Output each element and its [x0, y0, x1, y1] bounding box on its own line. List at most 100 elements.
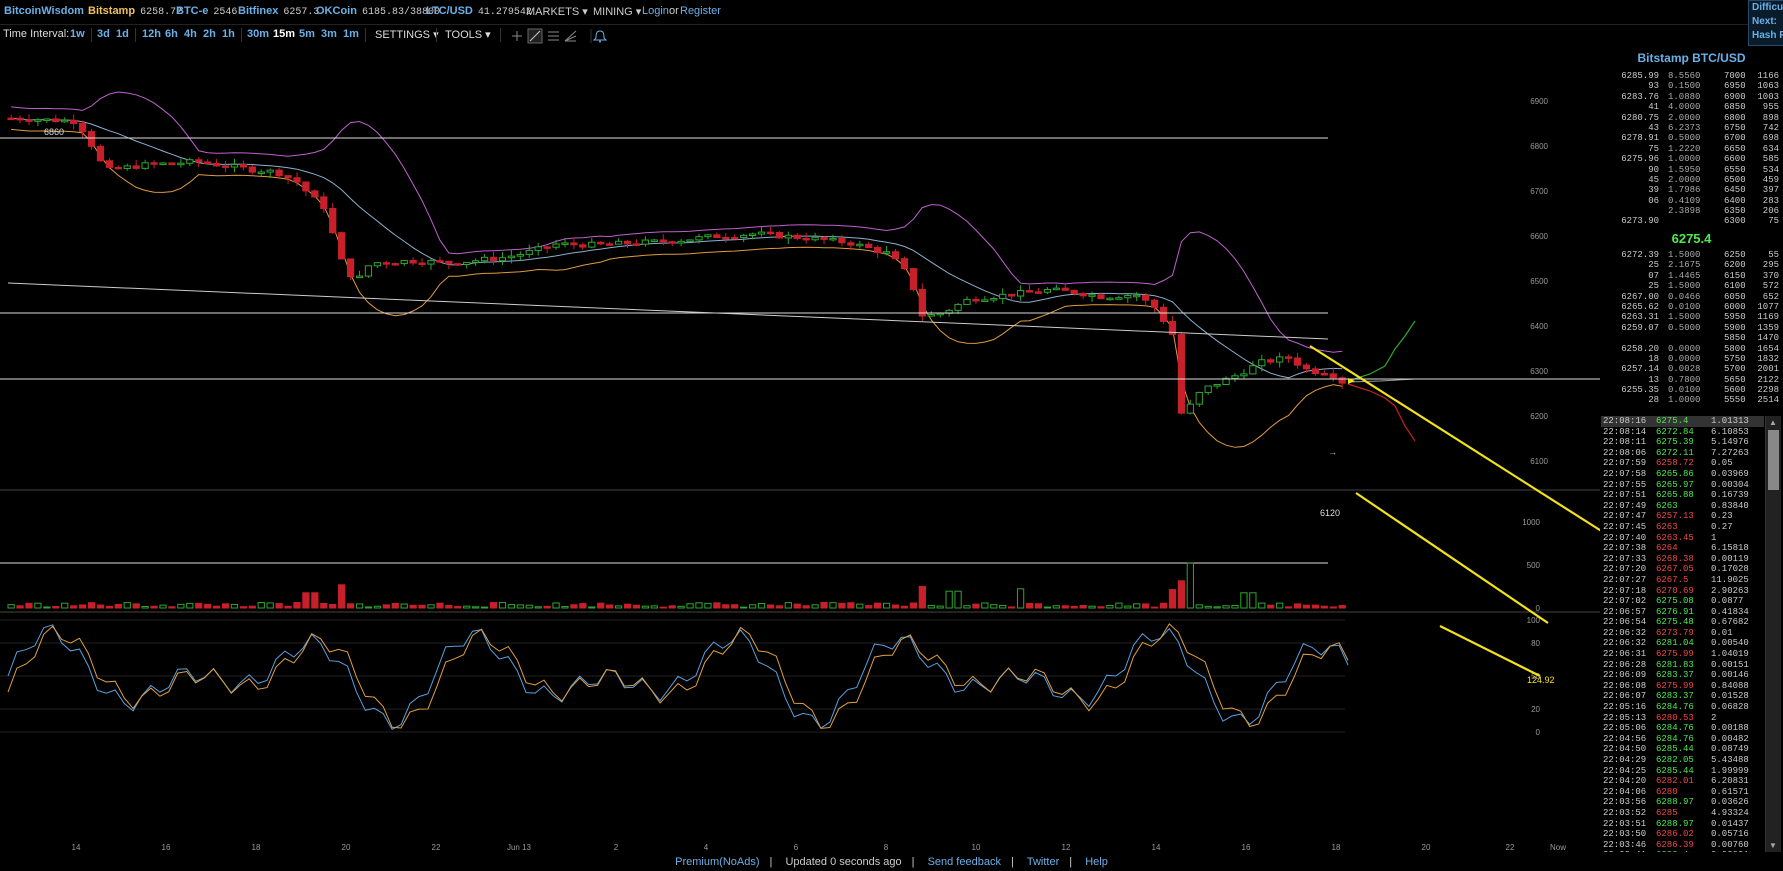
interval-1d[interactable]: 1d — [116, 28, 129, 40]
candle — [811, 232, 819, 242]
interval-3m[interactable]: 3m — [321, 28, 337, 40]
interval-5m[interactable]: 5m — [299, 28, 315, 40]
interval-2h[interactable]: 2h — [203, 28, 216, 40]
orderbook-title: Bitstamp BTC/USD — [1637, 51, 1746, 65]
settings-menu[interactable]: SETTINGS ▾ — [375, 28, 439, 41]
difficulty-box[interactable]: Difficu Next: Hash R — [1748, 0, 1783, 46]
interval-6h[interactable]: 6h — [165, 28, 178, 40]
trade-row[interactable]: 22:04:29 6282.05 5.43488 — [1601, 755, 1764, 766]
premium-link[interactable]: Premium(NoAds) — [675, 856, 760, 868]
mining-menu[interactable]: MINING ▾ — [593, 6, 642, 18]
trade-row[interactable]: 22:06:28 6281.83 0.00151 — [1601, 660, 1764, 671]
trades-list[interactable]: 22:08:16 6275.4 1.01313 22:08:14 6272.84 6.10… — [1601, 416, 1764, 852]
interval-12h[interactable]: 12h — [142, 28, 161, 40]
trade-time: 22:04:25 — [1603, 765, 1647, 776]
volume-bar — [1088, 605, 1096, 609]
trade-amount: 2.90263 — [1711, 585, 1749, 596]
fib-fan-icon[interactable] — [564, 30, 577, 42]
orderbook-cell: 43 — [1648, 122, 1659, 133]
trade-row[interactable]: 22:07:33 6268.38 0.00119 — [1601, 554, 1764, 565]
ticker-bitfinex[interactable]: Bitfinex 6257.3 — [238, 5, 320, 18]
trade-row[interactable]: 22:07:40 6263.45 1 — [1601, 533, 1764, 544]
trade-row[interactable]: 22:04:50 6285.44 0.08749 — [1601, 744, 1764, 755]
trade-time: 22:07:38 — [1603, 543, 1647, 554]
login-link[interactable]: Login — [642, 5, 669, 17]
interval-30m[interactable]: 30m — [247, 28, 270, 40]
bell-icon[interactable] — [592, 30, 608, 43]
candle-body — [900, 258, 909, 270]
trade-row[interactable]: 22:07:51 6265.88 0.16739 — [1601, 490, 1764, 501]
trade-row[interactable]: 22:07:59 6258.72 0.05 — [1601, 458, 1764, 469]
markets-menu[interactable]: MARKETS ▾ — [526, 6, 588, 18]
trade-row[interactable]: 22:08:06 6272.11 7.27263 — [1601, 448, 1764, 459]
trade-row[interactable]: 22:06:57 6276.91 0.41834 — [1601, 607, 1764, 618]
trade-row[interactable]: 22:06:32 6281.04 0.00540 — [1601, 638, 1764, 649]
tools-menu[interactable]: TOOLS ▾ — [445, 29, 491, 41]
trade-row[interactable]: 22:06:54 6275.48 0.67682 — [1601, 617, 1764, 628]
interval-1w[interactable]: 1w — [70, 28, 85, 40]
trade-row[interactable]: 22:07:38 6264 6.15818 — [1601, 543, 1764, 554]
twitter-link[interactable]: Twitter — [1026, 856, 1060, 868]
price-chart[interactable]: 6900680067006600650064006300620061001000… — [0, 46, 1600, 854]
trade-row[interactable]: 22:06:32 6273.79 0.01 — [1601, 628, 1764, 639]
candle — [784, 231, 792, 244]
interval-3d[interactable]: 3d — [97, 28, 110, 40]
trade-row[interactable]: 22:06:09 6283.37 0.00146 — [1601, 670, 1764, 681]
scroll-thumb[interactable] — [1768, 430, 1779, 490]
register-link[interactable]: Register — [680, 5, 721, 17]
crosshair-icon[interactable] — [512, 31, 522, 41]
scroll-up-icon[interactable]: ▲ — [1769, 418, 1777, 427]
trade-row[interactable]: 22:04:56 6284.76 0.00482 — [1601, 734, 1764, 745]
trade-row[interactable]: 22:07:02 6275.08 0.0877 — [1601, 596, 1764, 607]
projection-down — [1347, 383, 1416, 442]
trade-row[interactable]: 22:06:08 6275.99 0.84088 — [1601, 681, 1764, 692]
interval-15m[interactable]: 15m — [273, 28, 296, 40]
trades-scrollbar[interactable]: ▲ ▼ — [1765, 416, 1781, 852]
brand-logo[interactable]: BitcoinWisdom — [4, 5, 84, 17]
ticker-okcoin[interactable]: OKCoin 6185.83/38800 — [316, 5, 440, 18]
trade-row[interactable]: 22:05:16 6284.76 0.06828 — [1601, 702, 1764, 713]
trade-row[interactable]: 22:03:41 6289.4 0.02081 — [1601, 850, 1764, 852]
trade-row[interactable]: 22:07:20 6267.05 0.17028 — [1601, 564, 1764, 575]
horizontal-lines-icon[interactable] — [548, 31, 559, 41]
trade-row[interactable]: 22:04:06 6280 0.61571 — [1601, 787, 1764, 798]
trade-row[interactable]: 22:04:20 6282.01 6.20831 — [1601, 776, 1764, 787]
trade-row[interactable]: 22:03:56 6288.97 0.03626 — [1601, 797, 1764, 808]
trade-row[interactable]: 22:07:55 6265.97 0.00304 — [1601, 480, 1764, 491]
volume-bar — [1034, 603, 1043, 609]
ticker-bitstamp[interactable]: Bitstamp 6258.72 — [88, 5, 183, 18]
trade-row[interactable]: 22:08:16 6275.4 1.01313 — [1601, 416, 1764, 427]
trade-row[interactable]: 22:07:49 6263 0.83840 — [1601, 501, 1764, 512]
trade-row[interactable]: 22:05:06 6284.76 0.00188 — [1601, 723, 1764, 734]
candle — [275, 167, 283, 180]
trade-row[interactable]: 22:06:31 6275.99 1.04019 — [1601, 649, 1764, 660]
orderbook-cell: 0.0466 — [1668, 291, 1701, 302]
trade-row[interactable]: 22:07:18 6270.69 2.90263 — [1601, 586, 1764, 597]
trade-row[interactable]: 22:03:46 6286.39 0.00760 — [1601, 840, 1764, 851]
trade-row[interactable]: 22:04:25 6285.44 1.99999 — [1601, 766, 1764, 777]
trade-row[interactable]: 22:08:14 6272.84 6.10853 — [1601, 427, 1764, 438]
interval-4h[interactable]: 4h — [184, 28, 197, 40]
trade-row[interactable]: 22:08:11 6275.39 5.14976 — [1601, 437, 1764, 448]
trade-row[interactable]: 22:07:47 6257.13 0.23 — [1601, 511, 1764, 522]
trade-row[interactable]: 22:06:07 6283.37 0.01528 — [1601, 691, 1764, 702]
volume-bar — [1142, 603, 1150, 609]
feedback-link[interactable]: Send feedback — [927, 856, 1001, 868]
trendline-tool-icon[interactable] — [527, 28, 543, 44]
trade-row[interactable]: 22:05:13 6280.53 2 — [1601, 713, 1764, 724]
interval-1h[interactable]: 1h — [222, 28, 235, 40]
ticker-btce[interactable]: BTC-e 2546 — [176, 5, 238, 18]
trade-row[interactable]: 22:03:50 6286.02 0.05716 — [1601, 829, 1764, 840]
trade-price: 6284.76 — [1656, 723, 1694, 734]
interval-1m[interactable]: 1m — [343, 28, 359, 40]
stoch-tick-label: 20 — [1531, 705, 1540, 714]
volume-bar — [1240, 592, 1248, 609]
help-link[interactable]: Help — [1085, 856, 1108, 868]
trade-row[interactable]: 22:03:52 6285 4.93324 — [1601, 808, 1764, 819]
trade-row[interactable]: 22:07:45 6263 0.27 — [1601, 522, 1764, 533]
ticker-ltcusd[interactable]: LTC/USD 41.279542 — [426, 5, 532, 18]
trade-row[interactable]: 22:07:27 6267.5 11.9025 — [1601, 575, 1764, 586]
trade-row[interactable]: 22:07:58 6265.86 0.03969 — [1601, 469, 1764, 480]
scroll-down-icon[interactable]: ▼ — [1769, 841, 1777, 850]
trade-row[interactable]: 22:03:51 6288.97 0.01437 — [1601, 819, 1764, 830]
